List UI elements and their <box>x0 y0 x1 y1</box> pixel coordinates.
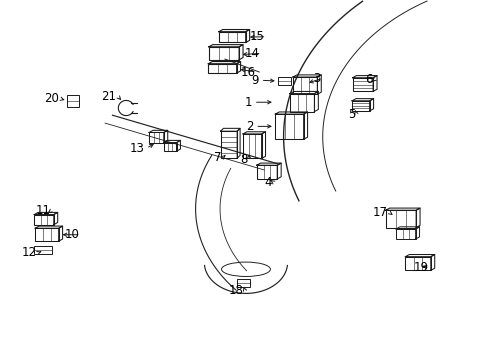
Bar <box>67 95 79 107</box>
Bar <box>208 64 236 73</box>
Bar <box>385 210 415 228</box>
Bar <box>163 143 176 151</box>
Text: 10: 10 <box>64 228 79 241</box>
Bar <box>34 246 52 254</box>
Text: 4: 4 <box>264 176 271 189</box>
Bar <box>256 165 277 179</box>
Text: 11: 11 <box>35 204 50 217</box>
Bar <box>149 132 163 143</box>
Text: 7: 7 <box>213 151 221 164</box>
Text: 13: 13 <box>130 142 144 155</box>
Text: 5: 5 <box>347 108 354 121</box>
Bar <box>35 228 59 241</box>
Text: 2: 2 <box>246 120 253 133</box>
Text: 15: 15 <box>250 30 264 43</box>
Text: 9: 9 <box>251 74 259 87</box>
Bar <box>351 101 369 111</box>
Bar <box>289 94 314 112</box>
Bar <box>352 78 372 91</box>
Bar <box>236 279 250 287</box>
Text: 18: 18 <box>228 284 243 297</box>
Text: 20: 20 <box>44 92 59 105</box>
Text: 14: 14 <box>244 47 260 60</box>
Text: 3: 3 <box>313 72 320 85</box>
Bar <box>208 47 239 60</box>
Text: 8: 8 <box>240 153 247 166</box>
Bar <box>292 77 317 94</box>
Bar <box>275 114 303 139</box>
Text: 6: 6 <box>365 73 372 86</box>
Text: 12: 12 <box>21 246 37 259</box>
Text: 16: 16 <box>240 66 255 78</box>
Bar <box>277 77 291 85</box>
Bar <box>218 32 245 42</box>
Bar <box>34 215 54 225</box>
Bar <box>405 257 430 270</box>
Text: 1: 1 <box>244 96 252 109</box>
Text: 21: 21 <box>101 90 116 103</box>
Bar <box>220 131 237 158</box>
Text: 17: 17 <box>372 206 387 219</box>
Bar <box>243 134 261 158</box>
Text: 19: 19 <box>412 261 427 274</box>
Bar <box>395 229 415 239</box>
